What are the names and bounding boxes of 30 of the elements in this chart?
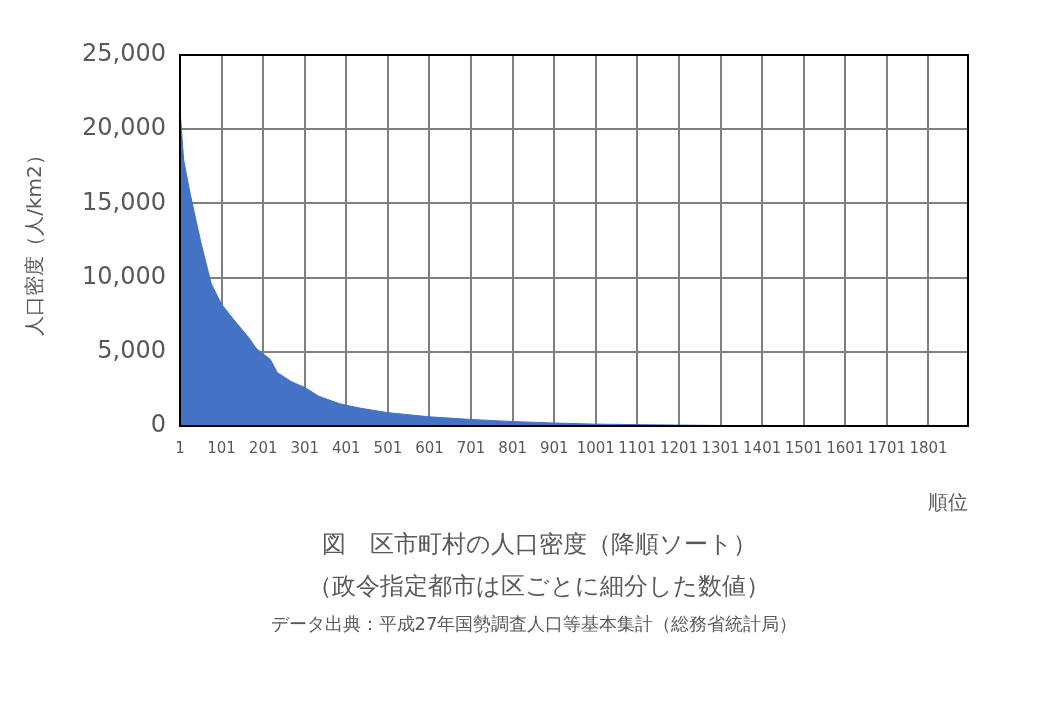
x-axis-title: 順位 <box>928 490 968 515</box>
x-tick-label: 301 <box>290 438 320 457</box>
x-tick-label: 1601 <box>826 438 865 457</box>
y-tick-label: 15,000 <box>81 187 166 216</box>
x-tick-label: 801 <box>498 438 527 457</box>
x-tick-label: 901 <box>539 438 569 457</box>
text: データ出典：平成27年国勢調査人口等基本集計（総務省統計局） <box>269 612 799 636</box>
x-tick-label: 701 <box>456 438 486 457</box>
x-tick-label: 1801 <box>909 438 948 457</box>
y-tick-label: 10,000 <box>81 261 166 290</box>
y-tick-label: 25,000 <box>81 39 166 68</box>
text: 図 区市町村の人口密度（降順ソート） <box>320 529 758 560</box>
x-tick-label: 601 <box>415 438 444 457</box>
x-tick-label: 1301 <box>701 438 740 457</box>
x-tick-label: 1701 <box>867 438 906 457</box>
x-tick-label: 1501 <box>784 438 823 457</box>
x-tick-label: 1 <box>175 438 185 457</box>
x-tick-label: 101 <box>207 438 236 457</box>
y-tick-label: 5,000 <box>97 336 166 365</box>
x-tick-label: 401 <box>331 438 361 457</box>
x-tick-label: 501 <box>373 438 403 457</box>
y-tick-label: 0 <box>150 410 166 439</box>
x-tick-label: 1201 <box>659 438 699 457</box>
x-tick-label: 1101 <box>618 438 657 457</box>
y-tick-label: 20,000 <box>81 113 166 142</box>
x-tick-label: 1401 <box>743 438 782 457</box>
y-axis-title: 人口密度（人/km2） <box>22 145 47 336</box>
text: （政令指定都市は区ごとに細分した数値） <box>307 571 771 602</box>
x-tick-label: 201 <box>248 438 278 457</box>
x-tick-label: 1001 <box>576 438 615 457</box>
